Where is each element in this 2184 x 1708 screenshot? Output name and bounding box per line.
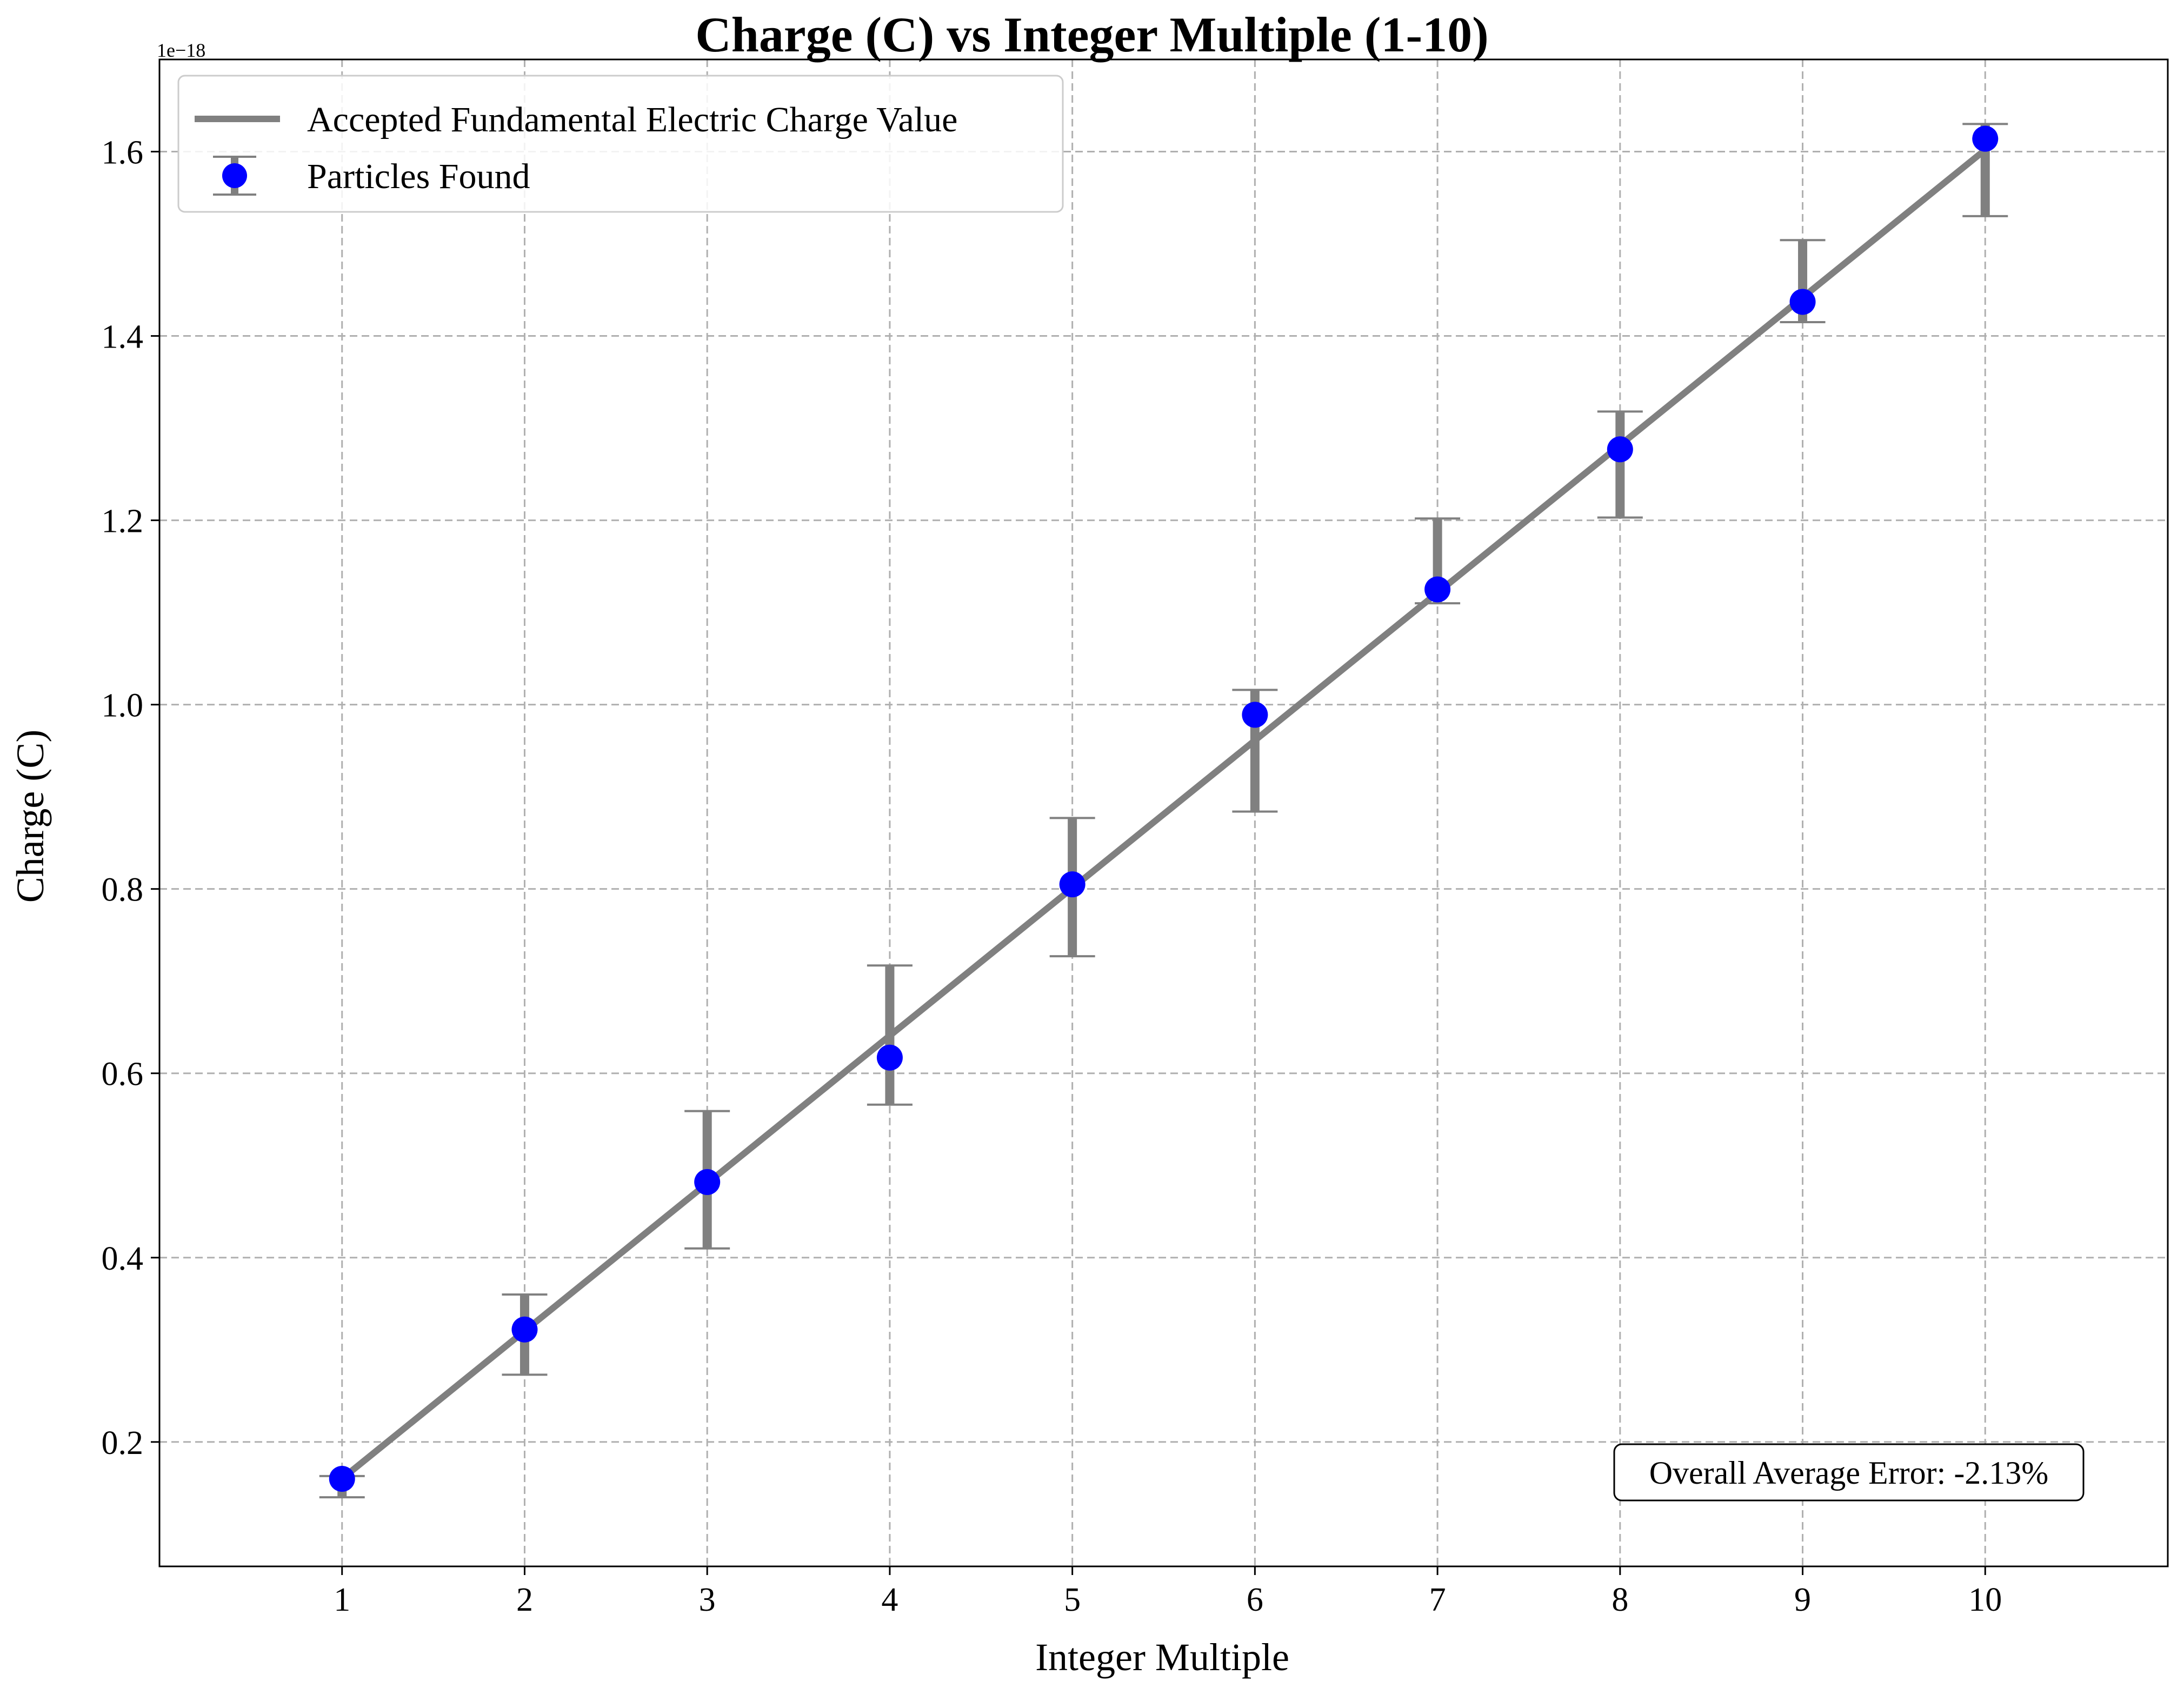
data-point xyxy=(1242,702,1268,728)
errorbar xyxy=(867,964,913,1106)
y-tick-label: 1.0 xyxy=(102,688,144,724)
x-tick-label: 2 xyxy=(516,1582,533,1618)
x-tick-label: 8 xyxy=(1612,1582,1628,1618)
chart-title: Charge (C) vs Integer Multiple (1-10) xyxy=(695,7,1488,62)
y-tick-label: 0.6 xyxy=(102,1056,144,1093)
plot-frame xyxy=(158,58,2169,1567)
data-point xyxy=(694,1169,721,1195)
accepted-charge-line xyxy=(339,147,1988,1482)
data-point xyxy=(511,1316,538,1343)
x-tick-label: 3 xyxy=(699,1582,716,1618)
data-point xyxy=(329,1466,355,1492)
y-tick-label: 1.6 xyxy=(102,135,144,171)
x-tick-label: 4 xyxy=(881,1582,898,1618)
data-point xyxy=(1607,436,1633,463)
legend: Accepted Fundamental Electric Charge Val… xyxy=(177,75,1064,213)
y-axis-label: Charge (C) xyxy=(9,730,52,903)
errorbar xyxy=(1597,410,1643,519)
data-point xyxy=(876,1044,903,1071)
data-point xyxy=(1789,289,1816,315)
x-tick-label: 6 xyxy=(1247,1582,1263,1618)
y-tick-label: 0.8 xyxy=(102,872,144,909)
ticks: 1 2 3 4 5 6 7 8 9 10 0.2 0.4 0.6 0.8 1.0 1.2 1.4 1.6 xyxy=(102,135,2002,1618)
x-tick-label: 9 xyxy=(1794,1582,1811,1618)
legend-errorbar-swatch xyxy=(213,156,256,196)
y-tick-label: 1.4 xyxy=(102,319,144,356)
y-tick-label: 0.4 xyxy=(102,1240,144,1277)
annotation: Overall Average Error: -2.13% xyxy=(1613,1443,2085,1502)
legend-marker-swatch xyxy=(222,163,247,188)
data-point xyxy=(1972,125,1999,152)
annotation-box xyxy=(1613,1443,2085,1502)
x-tick-label: 10 xyxy=(1968,1582,2002,1618)
x-tick-label: 5 xyxy=(1064,1582,1081,1618)
annotation-text: Overall Average Error: -2.13% xyxy=(1649,1455,2049,1491)
legend-box xyxy=(177,75,1064,213)
x-tick-label: 7 xyxy=(1429,1582,1446,1618)
legend-label-accepted: Accepted Fundamental Electric Charge Val… xyxy=(307,100,957,139)
x-axis-label: Integer Multiple xyxy=(1035,1636,1289,1679)
data-point xyxy=(1059,871,1086,898)
data-layer xyxy=(319,123,2008,1499)
data-point xyxy=(1424,576,1451,603)
legend-label-particles: Particles Found xyxy=(307,157,530,196)
y-tick-label: 0.2 xyxy=(102,1425,144,1462)
y-tick-label: 1.2 xyxy=(102,503,144,540)
y-axis-scale-label: 1e−18 xyxy=(157,39,205,61)
x-tick-label: 1 xyxy=(334,1582,350,1618)
